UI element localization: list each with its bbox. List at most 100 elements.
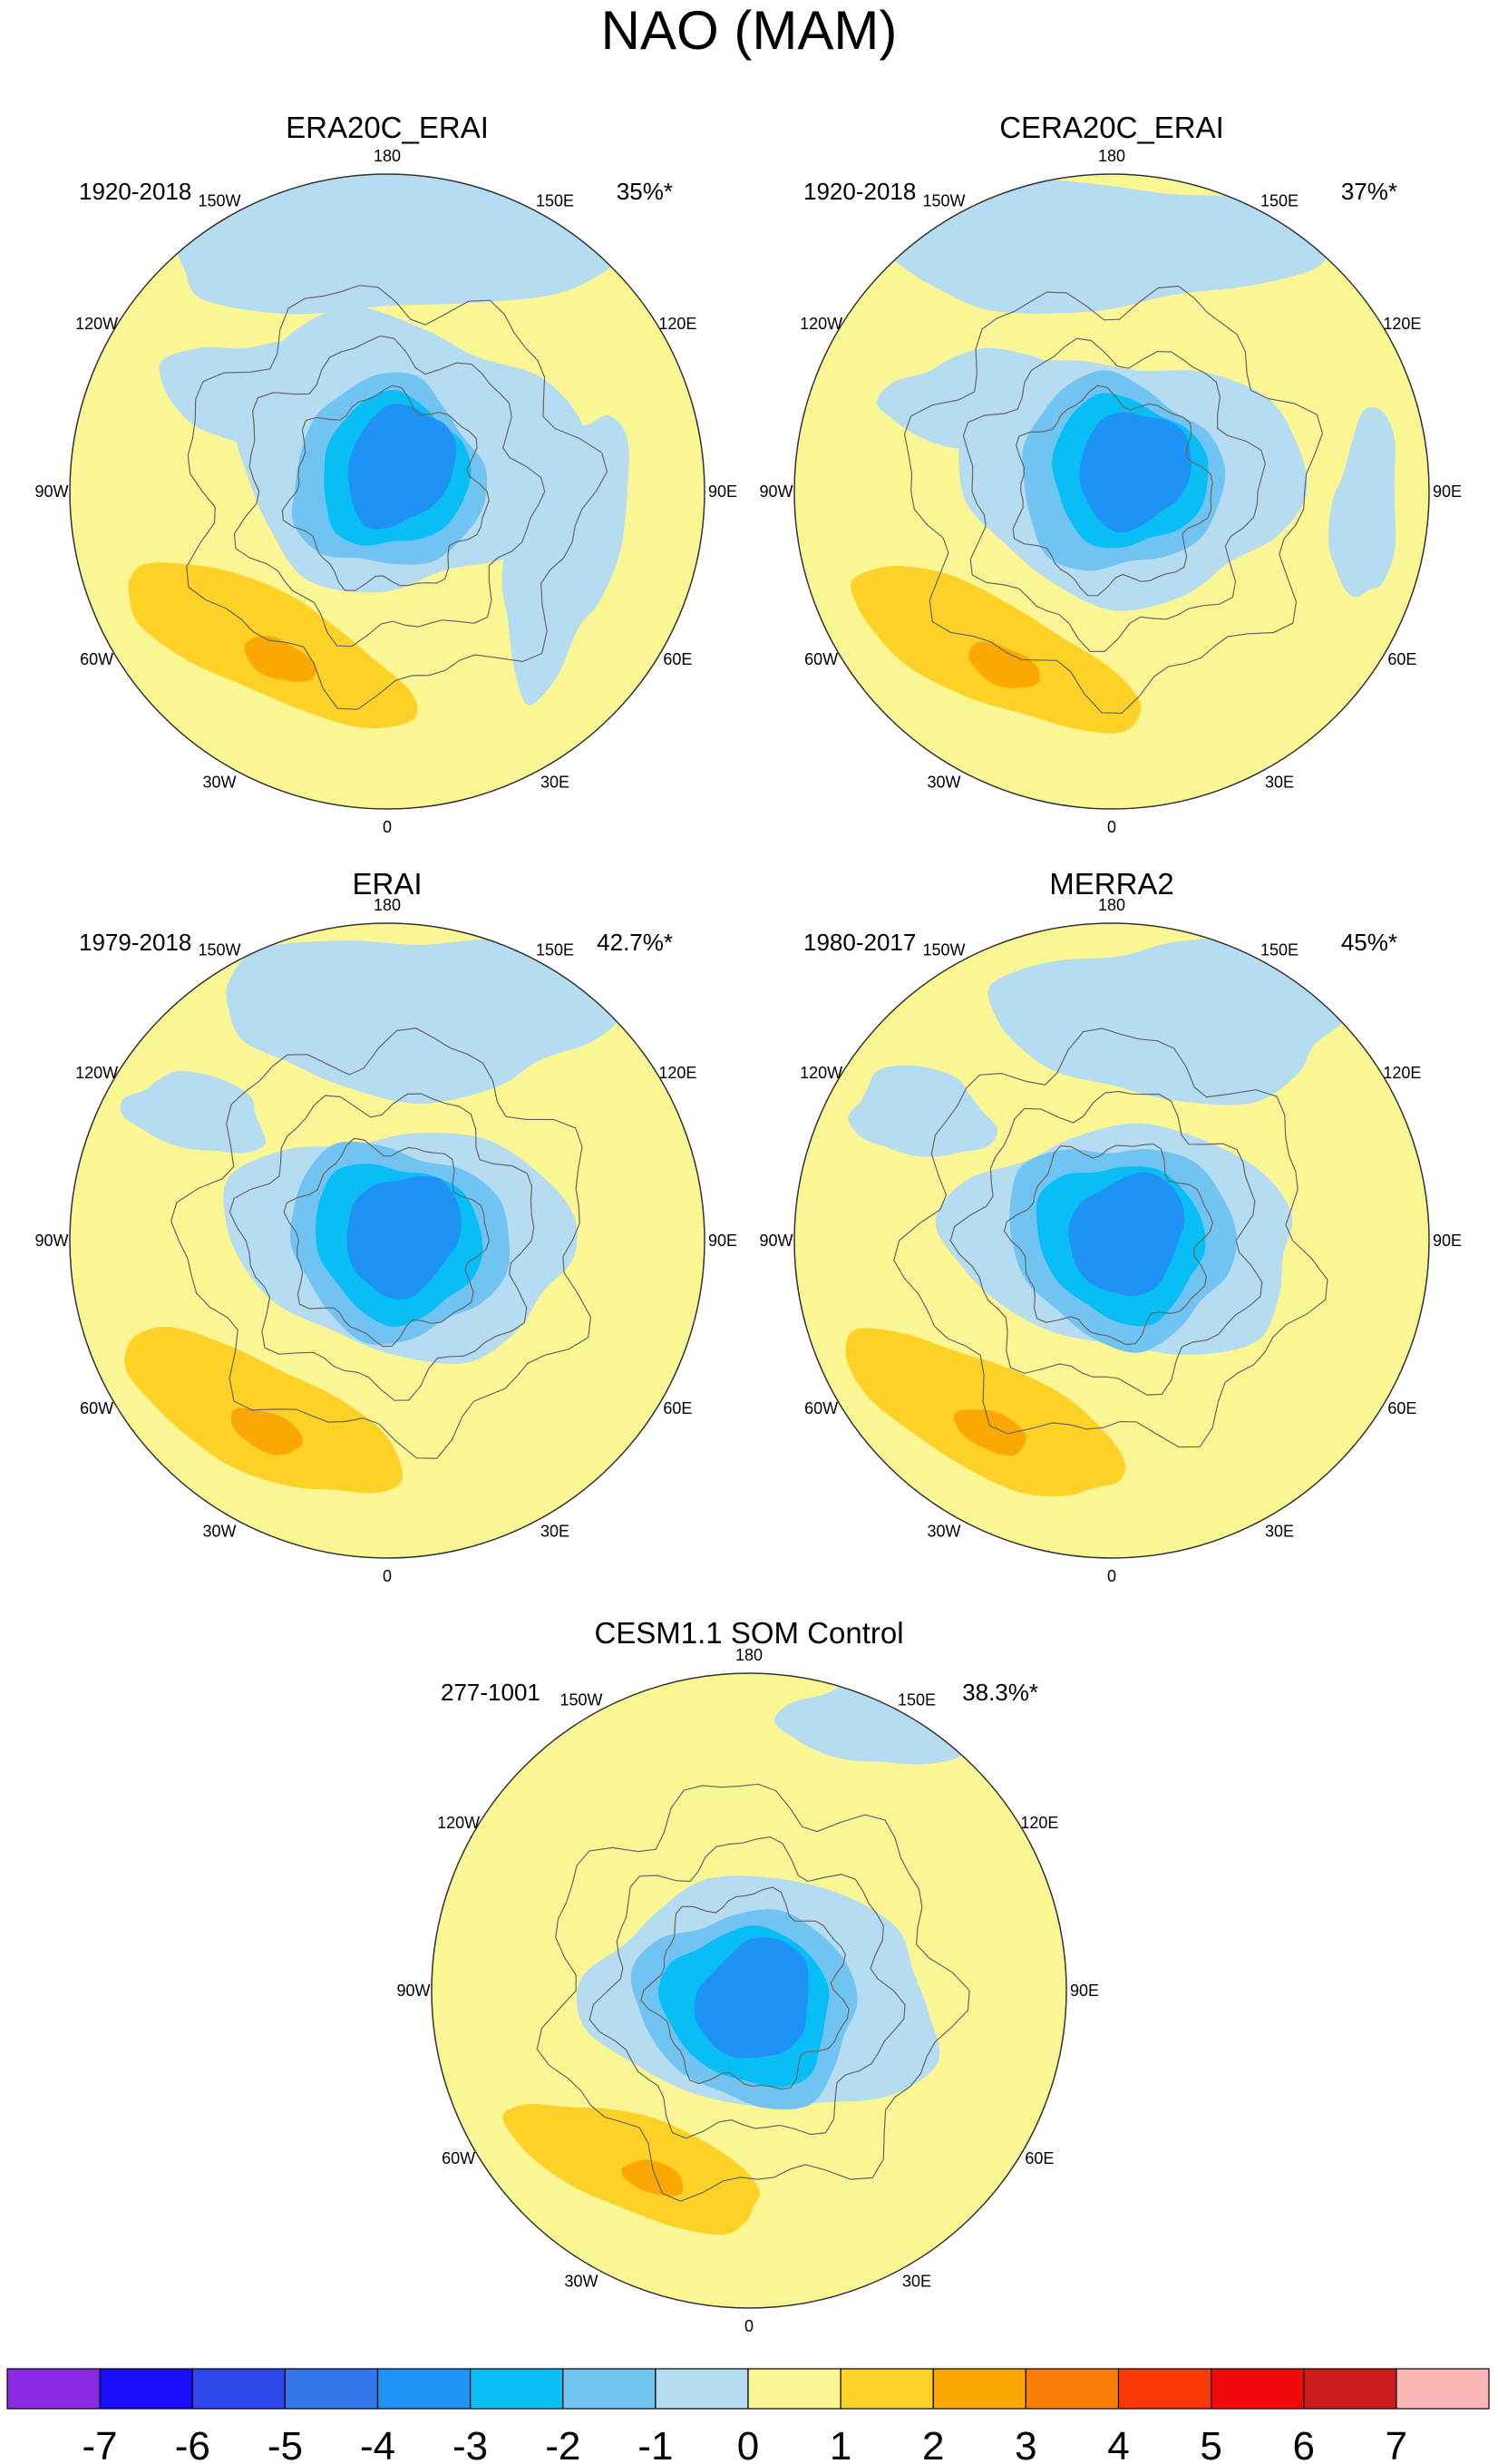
panel-period: 1920-2018 <box>803 178 916 205</box>
colorbar-label: 4 <box>1107 2424 1129 2464</box>
colorbar-label: -1 <box>637 2424 673 2464</box>
colorbar-label: 3 <box>1015 2424 1036 2464</box>
colorbar-label: 5 <box>1200 2424 1221 2464</box>
panel-title: CERA20C_ERAI <box>999 111 1224 144</box>
map-field <box>70 923 705 1558</box>
colorbar-box <box>1396 2368 1490 2410</box>
longitude-label: 60W <box>804 1399 838 1417</box>
longitude-label: 120W <box>437 1814 480 1832</box>
longitude-label: 90W <box>759 482 793 501</box>
map-panel: ERAI 1979-2018 42.7%* 180 150E 120E 90E 60E 30E 0… <box>34 867 737 1585</box>
longitude-label: 90E <box>708 1232 737 1250</box>
longitude-label: 120W <box>800 315 842 333</box>
contour-neg1 <box>987 938 1349 1105</box>
contour-neg4 <box>694 1937 809 2059</box>
longitude-label: 60E <box>663 650 692 668</box>
longitude-label: 120W <box>800 1064 842 1082</box>
panel-title: ERAI <box>352 867 422 901</box>
longitude-label: 60W <box>804 650 838 668</box>
longitude-label: 150E <box>536 192 574 210</box>
contour-pos3 <box>953 1409 1026 1456</box>
longitude-label: 60E <box>1387 1399 1416 1417</box>
colorbar: -7 -6 -5 -4 -3 -2 -1 0 1 2 3 4 5 6 7 <box>6 2368 1490 2464</box>
longitude-label: 150W <box>559 1691 602 1709</box>
colorbar-label: -2 <box>545 2424 580 2464</box>
panel-period: 1980-2017 <box>803 929 916 956</box>
map-rim <box>69 922 705 1559</box>
colorbar-label: -7 <box>83 2424 118 2464</box>
longitude-label: 60E <box>1025 2149 1054 2167</box>
longitude-label: 90W <box>396 1982 430 2000</box>
contour-pos3 <box>968 641 1041 689</box>
contour-neg1 <box>848 1065 998 1157</box>
panel-period: 1979-2018 <box>79 929 191 956</box>
contour-neg1 <box>120 1070 267 1154</box>
colorbar-label: 6 <box>1293 2424 1315 2464</box>
contour-neg4 <box>1079 412 1192 533</box>
longitude-label: 60E <box>1387 650 1416 668</box>
colorbar-label: -4 <box>360 2424 395 2464</box>
longitude-label: 30E <box>902 2272 931 2290</box>
longitude-label: 90W <box>759 1232 793 1250</box>
coastline <box>903 285 1324 715</box>
longitude-label: 30E <box>540 1522 569 1540</box>
longitude-label: 90E <box>1070 1982 1099 2000</box>
colorbar-label: 7 <box>1386 2424 1407 2464</box>
longitude-label: 120E <box>1383 1064 1421 1082</box>
colorbar-label: -6 <box>175 2424 210 2464</box>
panel-variance: 38.3%* <box>962 1679 1038 1706</box>
longitude-label: 30W <box>927 773 960 791</box>
panel-title: MERRA2 <box>1049 867 1174 901</box>
longitude-label: 150E <box>1260 192 1299 210</box>
longitude-label: 0 <box>1107 1567 1116 1585</box>
longitude-label: 120E <box>658 1064 696 1082</box>
colorbar-box <box>376 2368 472 2410</box>
longitude-label: 180 <box>374 147 401 165</box>
longitude-label: 30E <box>540 773 569 791</box>
longitude-label: 120E <box>1020 1814 1058 1832</box>
longitude-label: 120W <box>75 1064 118 1082</box>
coastline <box>170 1027 592 1459</box>
longitude-label: 120E <box>1383 315 1421 333</box>
contour-neg4 <box>1067 1172 1185 1297</box>
colorbar-box <box>99 2368 193 2410</box>
panels: ERA20C_ERAI 1920-2018 35%* 180 150E 120E 90E 60… <box>34 111 1462 2335</box>
map-panel: ERA20C_ERAI 1920-2018 35%* 180 150E 120E 90E 60… <box>34 111 737 836</box>
longitude-label: 90E <box>1433 1232 1462 1250</box>
colorbar-label: 2 <box>922 2424 944 2464</box>
longitude-label: 60W <box>442 2149 475 2167</box>
colorbar-box <box>1117 2368 1212 2410</box>
contour-neg4 <box>347 404 457 530</box>
map-field <box>70 174 705 809</box>
contour-neg1 <box>226 939 624 1105</box>
colorbar-box <box>6 2368 101 2410</box>
colorbar-label: -5 <box>268 2424 303 2464</box>
map-panel: MERRA2 1980-2017 45%* 180 150E 120E 90E 60E 30E 0… <box>759 867 1462 1585</box>
map-field <box>432 1673 1066 2308</box>
contour-neg1 <box>501 407 629 706</box>
map-rim <box>793 173 1430 810</box>
panel-variance: 35%* <box>617 178 673 205</box>
colorbar-box <box>747 2368 841 2410</box>
coastline <box>536 1783 970 2202</box>
longitude-label: 0 <box>383 1567 392 1585</box>
longitude-label: 150W <box>922 941 965 959</box>
longitude-label: 150W <box>198 192 240 210</box>
longitude-label: 30W <box>202 1522 236 1540</box>
longitude-label: 30W <box>927 1522 960 1540</box>
panel-period: 277-1001 <box>441 1679 540 1706</box>
panel-variance: 42.7%* <box>597 929 673 956</box>
longitude-label: 180 <box>1098 896 1125 914</box>
longitude-label: 30W <box>564 2272 598 2290</box>
longitude-label: 150E <box>898 1691 936 1709</box>
longitude-label: 30E <box>1265 1522 1294 1540</box>
colorbar-box <box>191 2368 287 2410</box>
colorbar-box <box>562 2368 657 2410</box>
figure-title: NAO (MAM) <box>601 0 898 61</box>
longitude-label: 0 <box>1107 818 1116 836</box>
map-field <box>794 174 1429 809</box>
map-panel: CERA20C_ERAI 1920-2018 37%* 180 150E 120E 90E 6… <box>759 111 1462 836</box>
longitude-label: 60E <box>663 1399 692 1417</box>
colorbar-box <box>284 2368 379 2410</box>
